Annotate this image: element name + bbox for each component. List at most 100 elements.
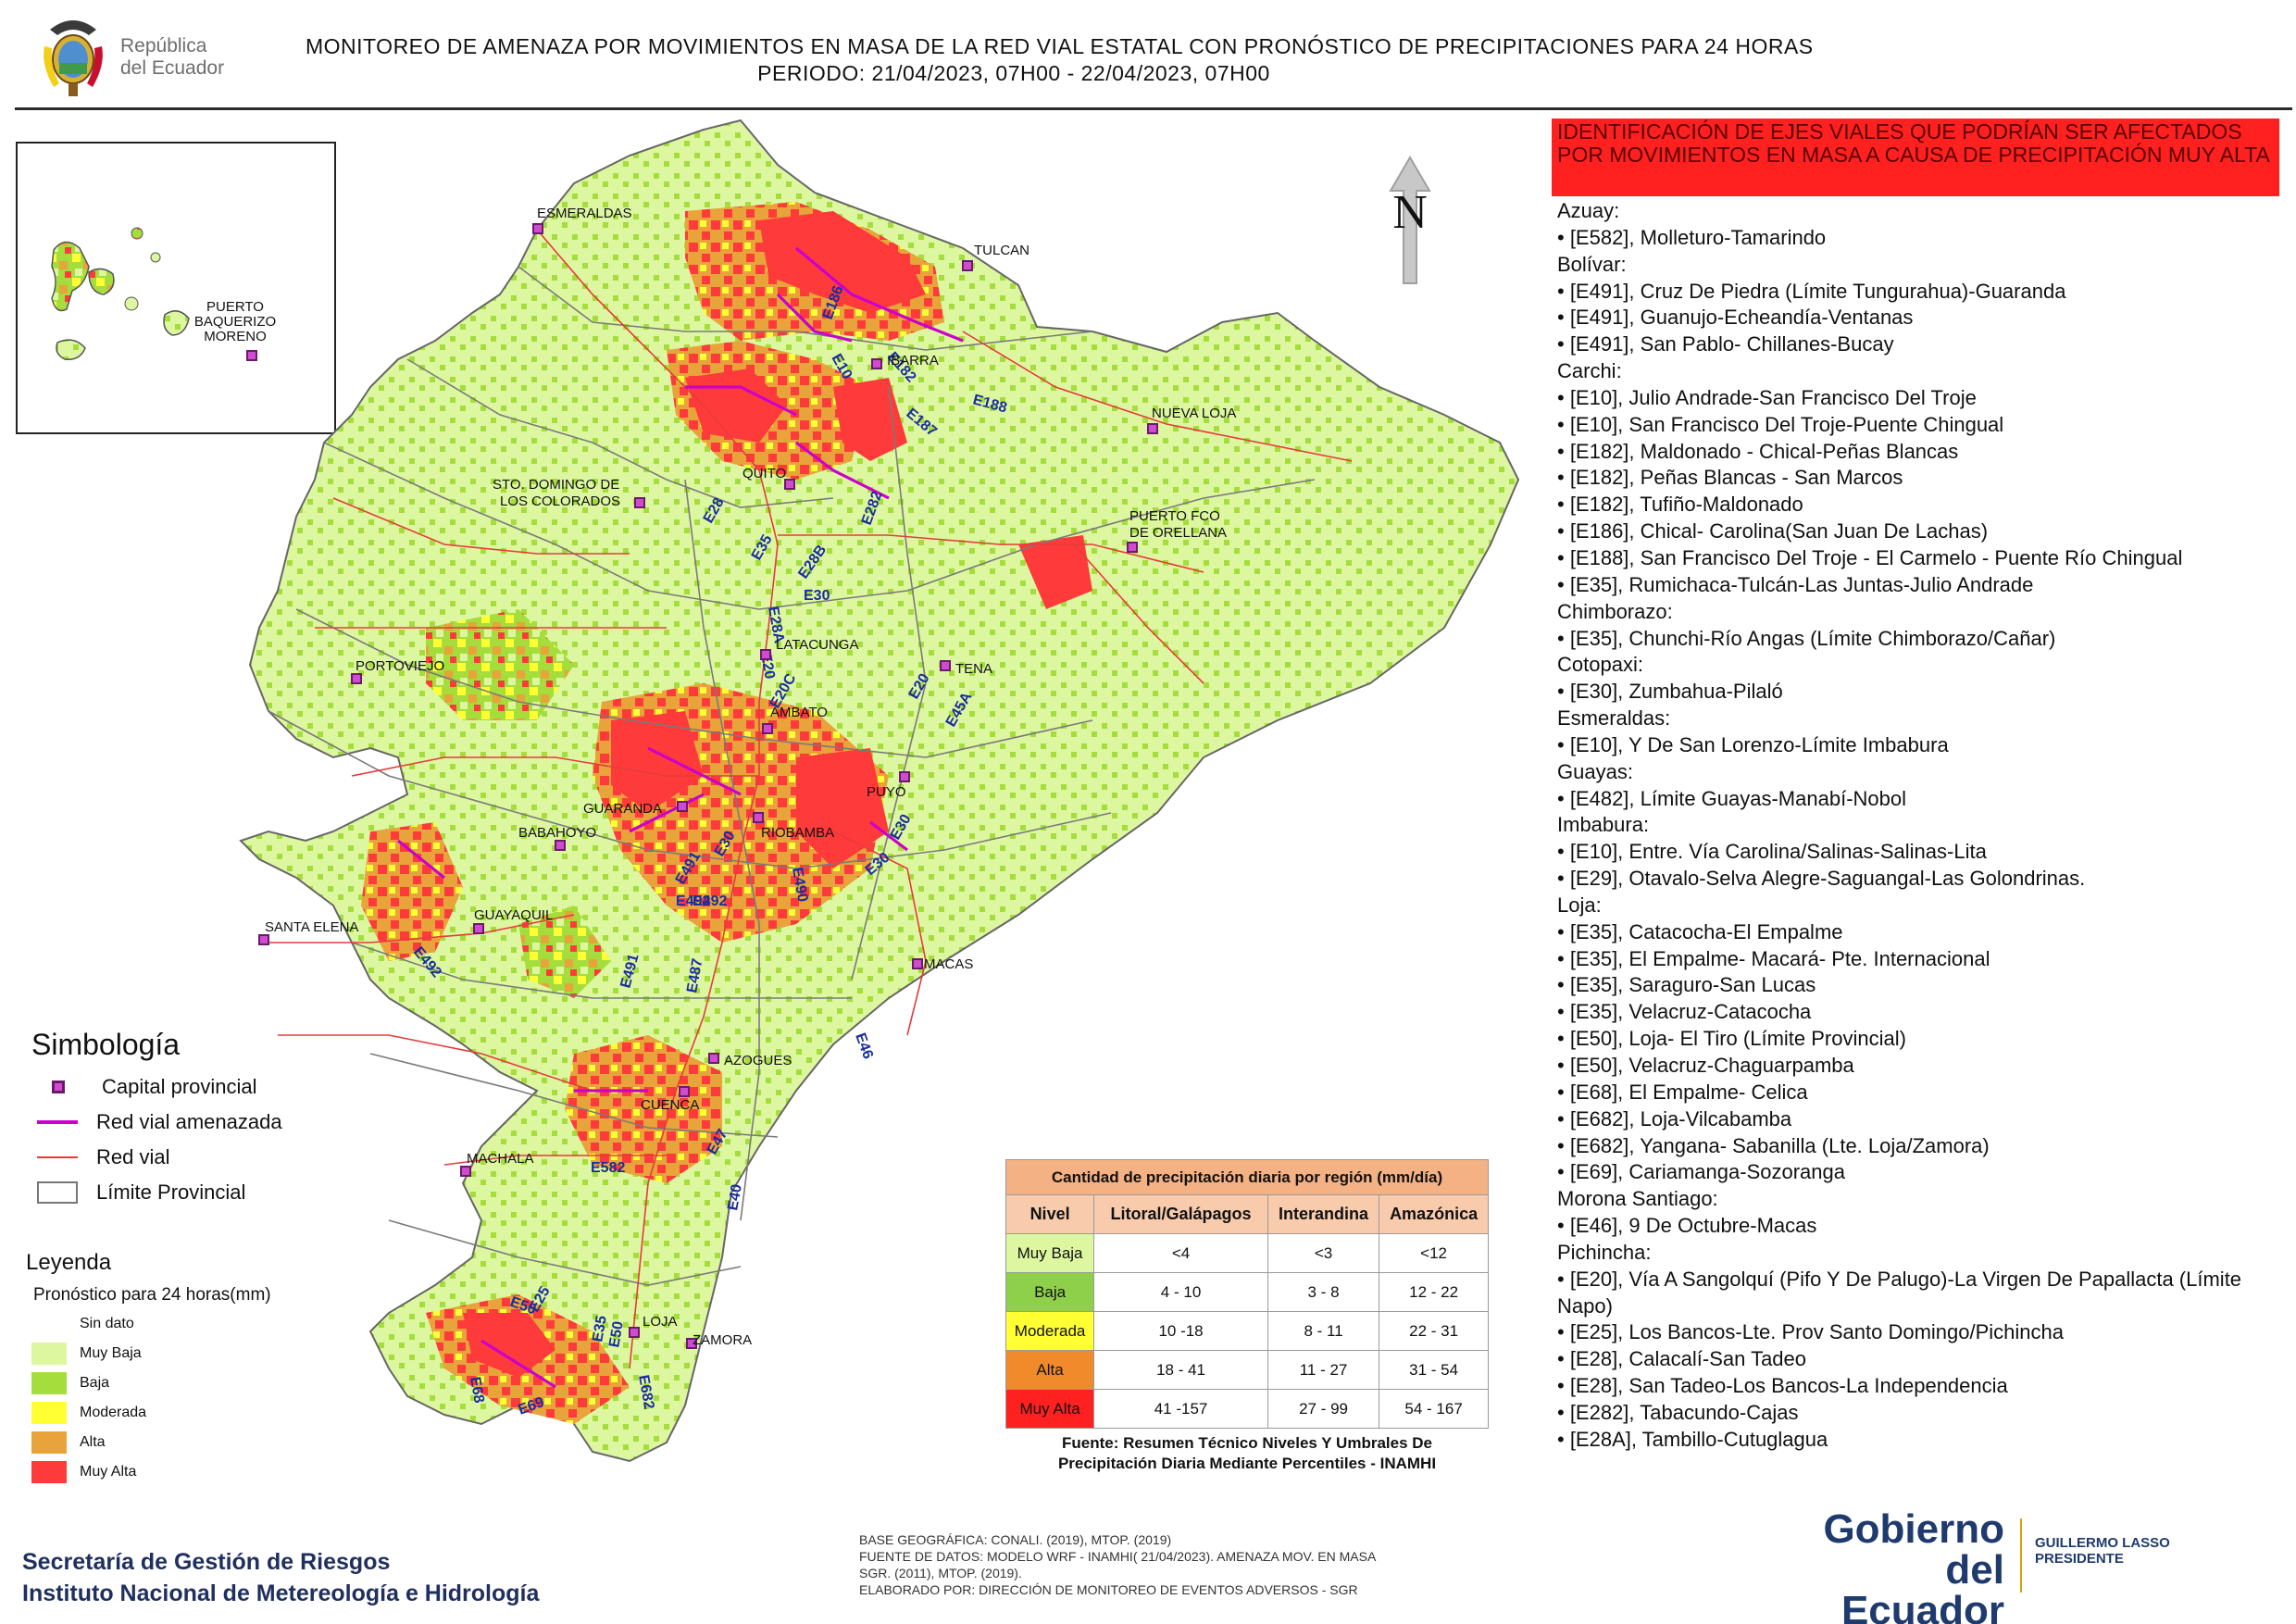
leyenda-row: Moderada <box>26 1398 415 1428</box>
table-cell: 8 - 11 <box>1267 1311 1380 1351</box>
swatch-muy-baja <box>31 1343 67 1365</box>
road-item: • [E35], El Empalme- Macará- Pte. Intern… <box>1557 946 1990 970</box>
president-line1: GUILLERMO LASSO <box>2035 1535 2170 1551</box>
leyenda-label: Baja <box>80 1375 110 1391</box>
capital-marker-esmeraldas <box>532 223 543 234</box>
legend-capital-label: Capital provincial <box>102 1075 257 1098</box>
province-name: Morona Santiago: <box>1557 1187 1718 1211</box>
road-item: • [E491], Cruz De Piedra (Límite Tungura… <box>1557 279 2066 303</box>
capital-marker-guaranda <box>677 801 688 812</box>
road-label-e46: E46 <box>852 1031 876 1062</box>
panel-title: IDENTIFICACIÓN DE EJES VIALES QUE PODRÍA… <box>1552 119 2279 196</box>
ecuador-map-svg: PUERTO BAQUERIZO MORENO <box>16 119 1520 1463</box>
city-label-ibarra: IBARRA <box>887 353 939 369</box>
province-name: Azuay: <box>1557 199 1620 222</box>
capital-marker-tulcan <box>962 260 973 271</box>
city-label-tena: TENA <box>955 661 992 677</box>
road-item: • [E282], Tabacundo-Cajas <box>1557 1400 1799 1424</box>
legend-red-vial-label: Red vial <box>96 1145 170 1168</box>
road-item: • [E35], Saraguro-San Lucas <box>1557 973 1816 997</box>
president-line2: PRESIDENTE <box>2035 1551 2124 1567</box>
capital-marker-puyo <box>899 771 910 782</box>
city-label-puyo: PUYO <box>867 784 906 800</box>
precipitation-threshold-table: Cantidad de precipitación diaria por reg… <box>1004 1159 1489 1429</box>
swatch-baja <box>31 1372 67 1394</box>
city-label-tulcan: TULCAN <box>974 243 1029 258</box>
capital-marker-ibarra <box>871 358 882 369</box>
road-item: • [E10], Julio Andrade-San Francisco Del… <box>1557 385 1977 409</box>
province-name: Cotopaxi: <box>1557 653 1643 677</box>
road-label-e35-b: E35 <box>590 1315 610 1343</box>
level-cell: Muy Alta <box>1004 1389 1095 1429</box>
gov-line1: Gobierno <box>1823 1506 2004 1552</box>
table-cell: 22 - 31 <box>1379 1311 1489 1351</box>
capital-marker-ambato <box>762 723 773 734</box>
table-row: Moderada 10 -18 8 - 11 22 - 31 <box>1004 1311 1489 1351</box>
swatch-moderada <box>31 1402 67 1424</box>
table-source-line1: Fuente: Resumen Técnico Niveles Y Umbral… <box>1062 1434 1432 1452</box>
table-cell: <3 <box>1267 1233 1380 1273</box>
city-label-zamora: ZAMORA <box>693 1332 752 1348</box>
leyenda-label: Muy Alta <box>80 1464 137 1480</box>
org-line2: Instituto Nacional de Metereología e Hid… <box>22 1580 540 1606</box>
city-label-santa-elena: SANTA ELENA <box>265 919 358 935</box>
red-vial-amenazada <box>397 246 964 1389</box>
road-item: • [E50], Loja- El Tiro (Límite Provincia… <box>1557 1027 1906 1051</box>
legend-limite: Límite Provincial <box>31 1175 420 1210</box>
road-item: • [E35], Catacocha-El Empalme <box>1557 919 1843 943</box>
city-label-cuenca: CUENCA <box>641 1097 699 1113</box>
swatch-sin-dato <box>31 1313 67 1335</box>
legend-red-amenazada-label: Red vial amenazada <box>96 1110 282 1133</box>
table-cell: <12 <box>1379 1233 1489 1273</box>
org-line1: Secretaría de Gestión de Riesgos <box>22 1549 391 1575</box>
level-cell: Baja <box>1004 1272 1095 1312</box>
road-item: • [E68], El Empalme- Celica <box>1557 1080 1808 1104</box>
hazard-map: PUERTO BAQUERIZO MORENO <box>0 109 1537 1624</box>
road-item: • [E29], Otavalo-Selva Alegre-Saguangal-… <box>1557 867 2086 891</box>
capital-marker-machala <box>460 1166 471 1177</box>
logo-text-line2: del Ecuador <box>120 57 225 79</box>
provincial-boundaries <box>268 266 1316 1286</box>
road-label-e30-a: E30 <box>804 588 830 604</box>
leyenda-label: Sin dato <box>80 1316 134 1331</box>
city-label-babahoyo: BABAHOYO <box>518 825 596 841</box>
col-header-amazonica: Amazónica <box>1379 1194 1489 1234</box>
col-header-litoral: Litoral/Galápagos <box>1093 1194 1268 1234</box>
table-cell: <4 <box>1093 1233 1268 1273</box>
road-item: • [E25], Los Bancos-Lte. Prov Santo Domi… <box>1557 1320 2065 1344</box>
isla-pinta <box>131 227 144 240</box>
isla-santa-cruz <box>88 268 115 295</box>
table-source: Fuente: Resumen Técnico Niveles Y Umbral… <box>1005 1433 1489 1474</box>
road-line-icon <box>37 1156 78 1158</box>
legend-capital: Capital provincial <box>31 1069 420 1105</box>
road-item: • [E28A], Tambillo-Cutuglagua <box>1557 1427 1828 1451</box>
capital-marker-portoviejo <box>351 673 362 684</box>
road-item: • [E10], Y De San Lorenzo-Límite Imbabur… <box>1557 732 1949 756</box>
level-cell: Alta <box>1004 1350 1095 1390</box>
isla-floreana <box>56 339 86 360</box>
road-label-e682: E682 <box>635 1374 656 1411</box>
road-label-e68: E68 <box>467 1376 487 1405</box>
city-label-macas: MACAS <box>924 956 973 972</box>
capital-marker-riobamba <box>753 812 764 823</box>
road-item: • [E28], Calacalí-San Tadeo <box>1557 1347 1807 1371</box>
road-item: • [E28], San Tadeo-Los Bancos-La Indepen… <box>1557 1374 2008 1398</box>
city-label-ambato: AMBATO <box>770 705 828 720</box>
capital-marker-zamora <box>686 1338 697 1349</box>
capital-marker-babahoyo <box>555 840 566 851</box>
capital-marker-icon <box>52 1081 65 1093</box>
map-credits: BASE GEOGRÁFICA: CONALI. (2019), MTOP. (… <box>859 1531 1526 1598</box>
province-name: Pichincha: <box>1557 1240 1652 1264</box>
capital-marker-cuenca <box>679 1086 690 1097</box>
city-label-riobamba: RIOBAMBA <box>761 825 834 841</box>
province-name: Guayas: <box>1557 759 1633 783</box>
road-item: • [E30], Zumbahua-Pilaló <box>1557 680 1783 704</box>
capital-marker-latacunga <box>760 649 771 660</box>
city-label-esmeraldas: ESMERALDAS <box>537 206 632 221</box>
header-divider <box>15 107 2292 110</box>
legend-red-amenazada: Red vial amenazada <box>31 1105 420 1140</box>
leyenda-label: Moderada <box>80 1405 147 1420</box>
province-name: Imbabura: <box>1557 813 1650 837</box>
road-item: • [E35], Rumichaca-Tulcán-Las Juntas-Jul… <box>1557 572 2034 596</box>
leyenda-row: Muy Baja <box>26 1339 415 1368</box>
